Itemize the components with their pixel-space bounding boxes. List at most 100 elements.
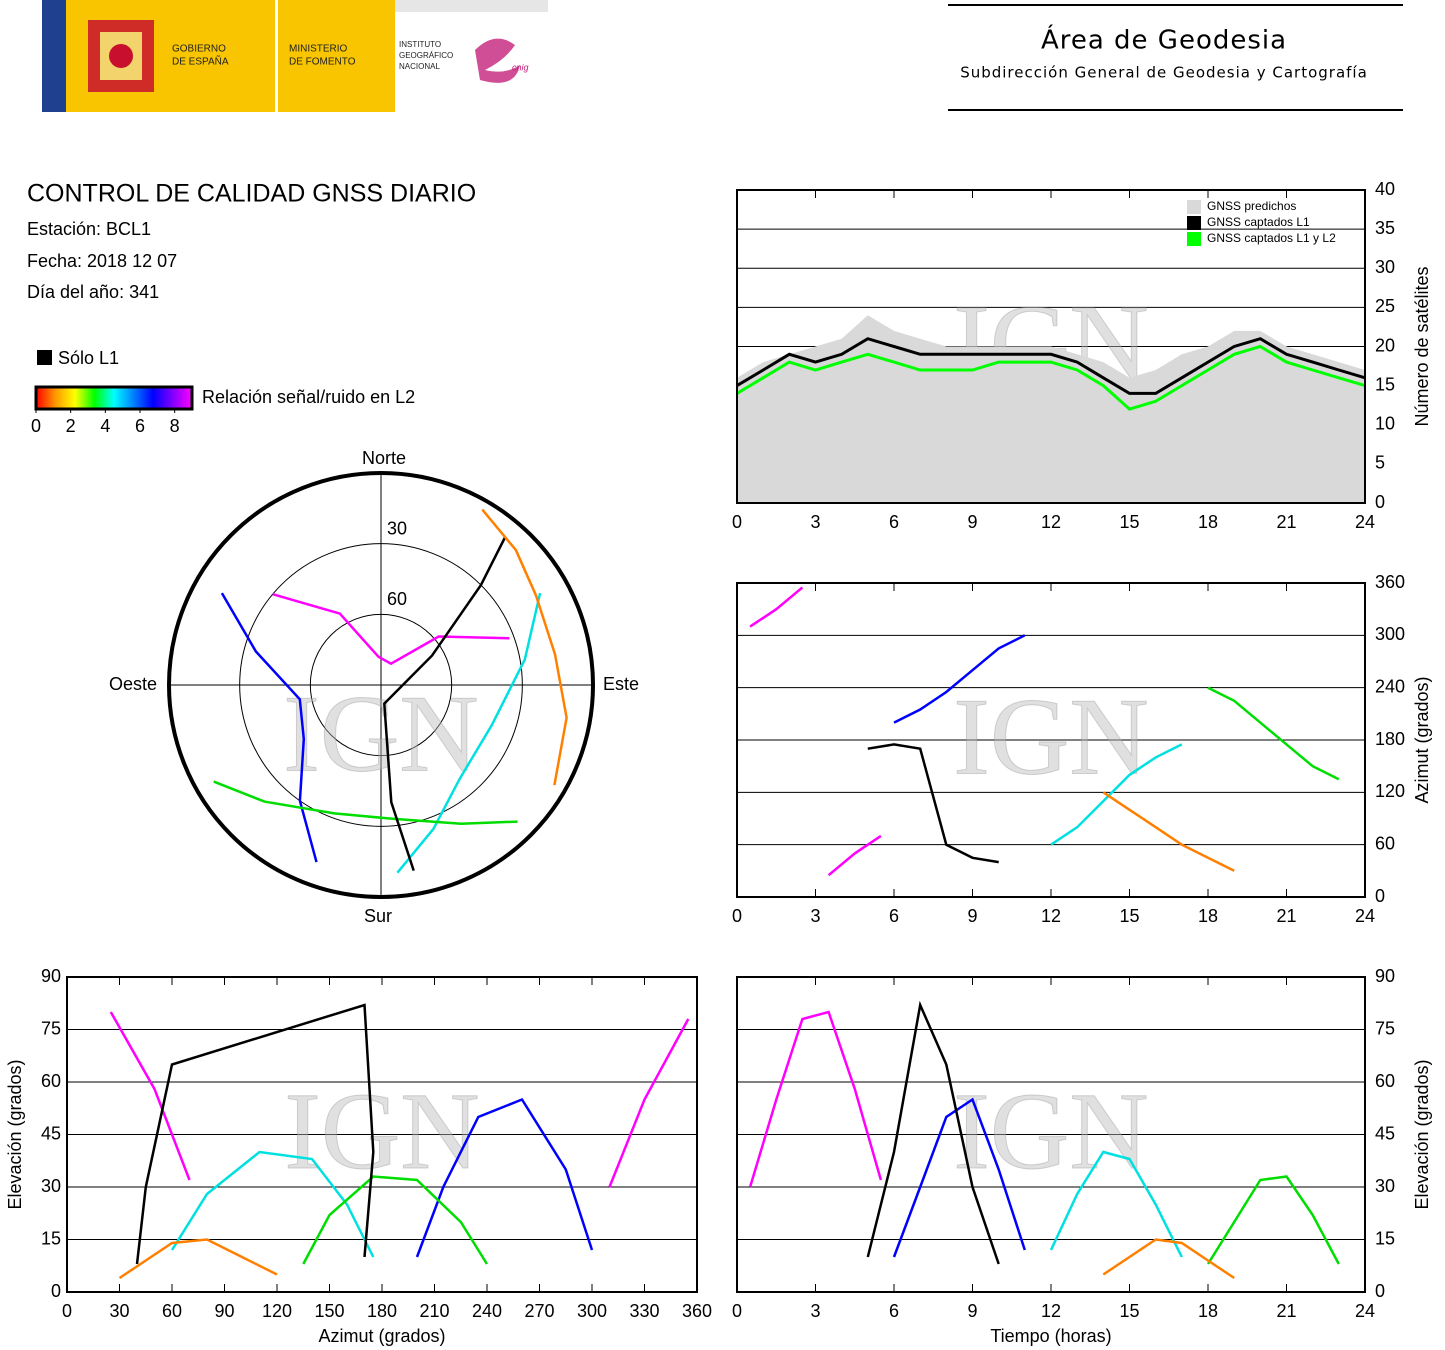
colorbar-tick-label: 6 [135,416,145,436]
logo-text: NACIONAL [399,62,440,71]
x-tick-label: 15 [1119,1301,1139,1321]
y-tick-label: 45 [1375,1123,1395,1143]
satellite-track [109,1011,690,1188]
watermark: IGN [953,675,1149,797]
x-tick-label: 21 [1276,906,1296,926]
report-station: Estación: BCL1 [27,219,151,239]
legend-swatch [37,350,52,365]
y-tick-label: 60 [1375,1071,1395,1091]
x-tick-label: 120 [262,1301,292,1321]
x-tick-label: 3 [810,906,820,926]
elevation-ring [309,613,453,757]
logo-bar [395,0,548,12]
x-tick-label: 24 [1355,512,1375,532]
colorbar-tick-label: 4 [100,416,110,436]
x-tick-label: 18 [1198,906,1218,926]
x-tick-label: 360 [682,1301,712,1321]
satellite-track [892,1097,1026,1258]
y-tick-label: 75 [41,1018,61,1038]
logo-text: MINISTERIO [289,44,348,55]
y-tick-label: 30 [41,1176,61,1196]
y-tick-label: 60 [41,1071,61,1091]
y-tick-label: 180 [1375,729,1405,749]
legend-swatch [1187,200,1201,214]
cardinal-label: Sur [364,906,392,926]
satellite-track [135,1003,375,1265]
cardinal-label: Norte [362,448,406,468]
x-tick-label: 24 [1355,906,1375,926]
plot-frame [66,976,698,1293]
cnig-logo [475,38,520,83]
satellite-track [481,508,568,786]
y-tick-label: 0 [1375,886,1385,906]
x-tick-label: 330 [629,1301,659,1321]
y-tick-label: 75 [1375,1018,1395,1038]
x-tick-label: 9 [967,512,977,532]
satellite-track [1207,686,1340,781]
x-tick-label: 9 [967,1301,977,1321]
x-tick-label: 15 [1119,512,1139,532]
satellite-track [383,536,507,871]
y-tick-label: 90 [41,966,61,986]
watermark: IGN [953,1070,1149,1192]
satellite-track [893,634,1026,724]
x-tick-label: 12 [1041,512,1061,532]
satellite-track [1102,791,1235,872]
y-tick-label: 15 [41,1228,61,1248]
x-tick-label: 0 [62,1301,72,1321]
satellite-track [867,743,999,864]
x-tick-label: 210 [419,1301,449,1321]
header-logos [42,0,1403,112]
satellite-track [396,592,542,874]
x-tick-label: 12 [1041,1301,1061,1321]
satellite-track [272,592,510,666]
logo-text: INSTITUTO [399,40,441,49]
x-tick-label: 21 [1276,512,1296,532]
satellite-track [118,1238,278,1280]
logo-text: DE ESPAÑA [172,55,229,68]
y-tick-label: 120 [1375,781,1405,801]
logo-text: GOBIERNO [172,44,226,55]
report-doy: Día del año: 341 [27,282,159,302]
y-tick-label: 30 [1375,1176,1395,1196]
x-tick-label: 18 [1198,1301,1218,1321]
plot-frame [736,976,1366,1293]
satellite-track [1206,1175,1340,1265]
colorbar [34,385,194,411]
eu-band [42,0,66,112]
x-tick-label: 0 [732,1301,742,1321]
y-tick-label: 30 [1375,257,1395,277]
line [736,344,1366,411]
y-tick-label: 20 [1375,335,1395,355]
legend-swatch [1187,232,1201,246]
y-axis-label: Azimut (grados) [1412,676,1432,803]
logo-block [278,0,395,112]
report-title: CONTROL DE CALIDAD GNSS DIARIO [27,180,476,208]
y-tick-label: 15 [1375,374,1395,394]
logo-text: DE FOMENTO [289,57,356,68]
polar-frame [167,471,595,899]
y-tick-label: 0 [51,1281,61,1301]
x-tick-label: 0 [732,906,742,926]
logo-text: cnig [512,62,529,72]
y-tick-label: 40 [1375,179,1395,199]
x-tick-label: 270 [524,1301,554,1321]
x-tick-label: 3 [810,512,820,532]
legend-label: Sólo L1 [58,348,119,368]
report-date: Fecha: 2018 12 07 [27,251,177,271]
ring-label: 30 [387,518,407,538]
x-tick-label: 90 [214,1301,234,1321]
colorbar-tick-label: 8 [170,416,180,436]
y-axis-label: Elevación (grados) [1412,1059,1432,1209]
y-tick-label: 0 [1375,492,1385,512]
ring-label: 60 [387,589,407,609]
y-tick-label: 35 [1375,218,1395,238]
x-tick-label: 180 [367,1301,397,1321]
satellite-track [302,1175,489,1265]
y-tick-label: 5 [1375,453,1385,473]
x-tick-label: 12 [1041,906,1061,926]
x-tick-label: 24 [1355,1301,1375,1321]
y-tick-label: 300 [1375,624,1405,644]
x-tick-label: 30 [109,1301,129,1321]
